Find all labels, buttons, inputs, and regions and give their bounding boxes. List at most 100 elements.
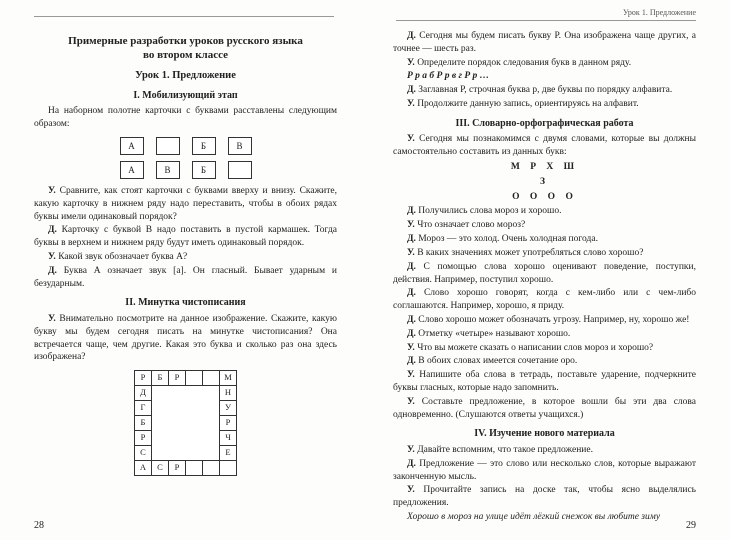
text: Получились слова мороз и хорошо. [416,206,562,216]
text: Продолжите данную запись, ориентируясь н… [415,99,639,109]
cell: Р [135,371,152,386]
text: Составьте предложение, в которое вошли б… [393,397,696,420]
r-p5: У. Продолжите данную запись, ориентируяс… [393,98,696,111]
cell: С [135,446,152,461]
card: Б [192,137,216,155]
text: В обоих словах имеется сочетание оро. [416,356,577,366]
r-p3: Р р а б Р р в г Р р … [393,70,696,83]
speaker: Д. [407,85,416,95]
cell [186,371,203,386]
text: Отметку «четыре» называют хорошо. [416,329,570,339]
title-line2: во втором классе [143,49,228,61]
r-p11: Д. С помощью слова хорошо оценивают пове… [393,261,696,287]
para-2: У. Сравните, как стоят карточки с буквам… [34,185,337,223]
section-2: II. Минутка чистописания [34,296,337,310]
r-p2: У. Определите порядок следования букв в … [393,57,696,70]
text: Что вы можете сказать о написании слов м… [415,343,653,353]
para-6: У. Внимательно посмотрите на данное изоб… [34,313,337,364]
r-p18: У. Составьте предложение, в которое вошл… [393,396,696,422]
r-p19: У. Давайте вспомним, что такое предложен… [393,444,696,457]
right-page: Урок 1. Предложение Д. Сегодня мы будем … [365,0,730,540]
cell [220,461,237,476]
speaker: Д. [48,225,57,235]
r-p15: У. Что вы можете сказать о написании сло… [393,342,696,355]
section-4: IV. Изучение нового материала [393,427,696,441]
cell: Р [169,371,186,386]
text: Внимательно посмотрите на данное изображ… [34,314,337,362]
text: Слово хорошо может обозначать угрозу. На… [416,315,690,325]
rule-left [34,8,334,17]
cell: Р [135,431,152,446]
r-p4: Д. Заглавная Р, строчная буква р, две бу… [393,84,696,97]
cell [203,461,220,476]
text: Заглавная Р, строчная буква р, две буквы… [416,85,672,95]
card: В [228,137,252,155]
running-head: Урок 1. Предложение [396,8,696,21]
r-p14: Д. Отметку «четыре» называют хорошо. [393,328,696,341]
text: Буква А означает звук [а]. Он гласный. Б… [34,266,337,289]
card-row-2: А В Б [34,161,337,179]
text: Сегодня мы будем писать букву Р. Она изо… [393,31,696,54]
speaker: У. [48,314,56,324]
r-p20: Д. Предложение — это слово или несколько… [393,458,696,484]
text: Мороз — это холод. Очень холодная погода… [416,234,598,244]
para-4: У. Какой звук обозначает буква А? [34,251,337,264]
r-p7: Д. Получились слова мороз и хорошо. [393,205,696,218]
speaker: Д. [48,266,57,276]
page-number: 29 [686,519,696,533]
cell: Е [220,446,237,461]
r-p22: Хорошо в мороз на улице идёт лёгкий снеж… [393,511,696,524]
speaker: Д. [407,288,416,298]
speaker: У. [48,252,56,262]
speaker: У. [407,248,415,258]
text: Давайте вспомним, что такое предложение. [415,445,593,455]
speaker: У. [407,370,415,380]
card: В [156,161,180,179]
speaker: Д. [407,234,416,244]
cell: Ч [220,431,237,446]
cell: Д [135,386,152,401]
speaker: Д. [407,459,416,469]
card: А [120,161,144,179]
page-number: 28 [34,519,44,533]
speaker: У. [407,58,415,68]
card [228,161,252,179]
cell: Б [135,416,152,431]
cell [186,461,203,476]
text: С помощью слова хорошо оценивают поведен… [393,262,696,285]
cell: Р [220,416,237,431]
para-5: Д. Буква А означает звук [а]. Он гласный… [34,265,337,291]
speaker: У. [407,220,415,230]
cell-blank [152,386,220,461]
section-3: III. Словарно-орфографическая работа [393,117,696,131]
card [156,137,180,155]
speaker: У. [407,485,415,495]
card: Б [192,161,216,179]
speaker: У. [48,186,56,196]
title-line1: Примерные разработки уроков русского язы… [68,35,303,47]
speaker: Д. [407,356,416,366]
text: Сегодня мы познакомимся с двумя словами,… [393,134,696,157]
text: Какой звук обозначает буква А? [56,252,187,262]
text: Слово хорошо говорят, когда с кем-либо и… [393,288,696,311]
text: Предложение — это слово или несколько сл… [393,459,696,482]
cell: Р [169,461,186,476]
speaker: Д. [407,262,416,272]
letters-line3: О О О О [393,191,696,204]
card: А [120,137,144,155]
cell: Н [220,386,237,401]
text: Сравните, как стоят карточки с буквами в… [34,186,337,222]
r-p13: Д. Слово хорошо может обозначать угрозу.… [393,314,696,327]
speaker: Д. [407,31,416,41]
text: Прочитайте запись на доске так, чтобы яс… [393,485,696,508]
letters-line2: З [393,176,696,189]
cell: М [220,371,237,386]
r-p1: Д. Сегодня мы будем писать букву Р. Она … [393,30,696,56]
text: В каких значениях может употребляться сл… [415,248,644,258]
speaker: Д. [407,329,416,339]
text: Карточку с буквой В надо поставить в пус… [34,225,337,248]
text: Что означает слово мороз? [415,220,525,230]
speaker: У. [407,134,415,144]
left-page: Примерные разработки уроков русского язы… [0,0,365,540]
speaker: У. [407,397,415,407]
